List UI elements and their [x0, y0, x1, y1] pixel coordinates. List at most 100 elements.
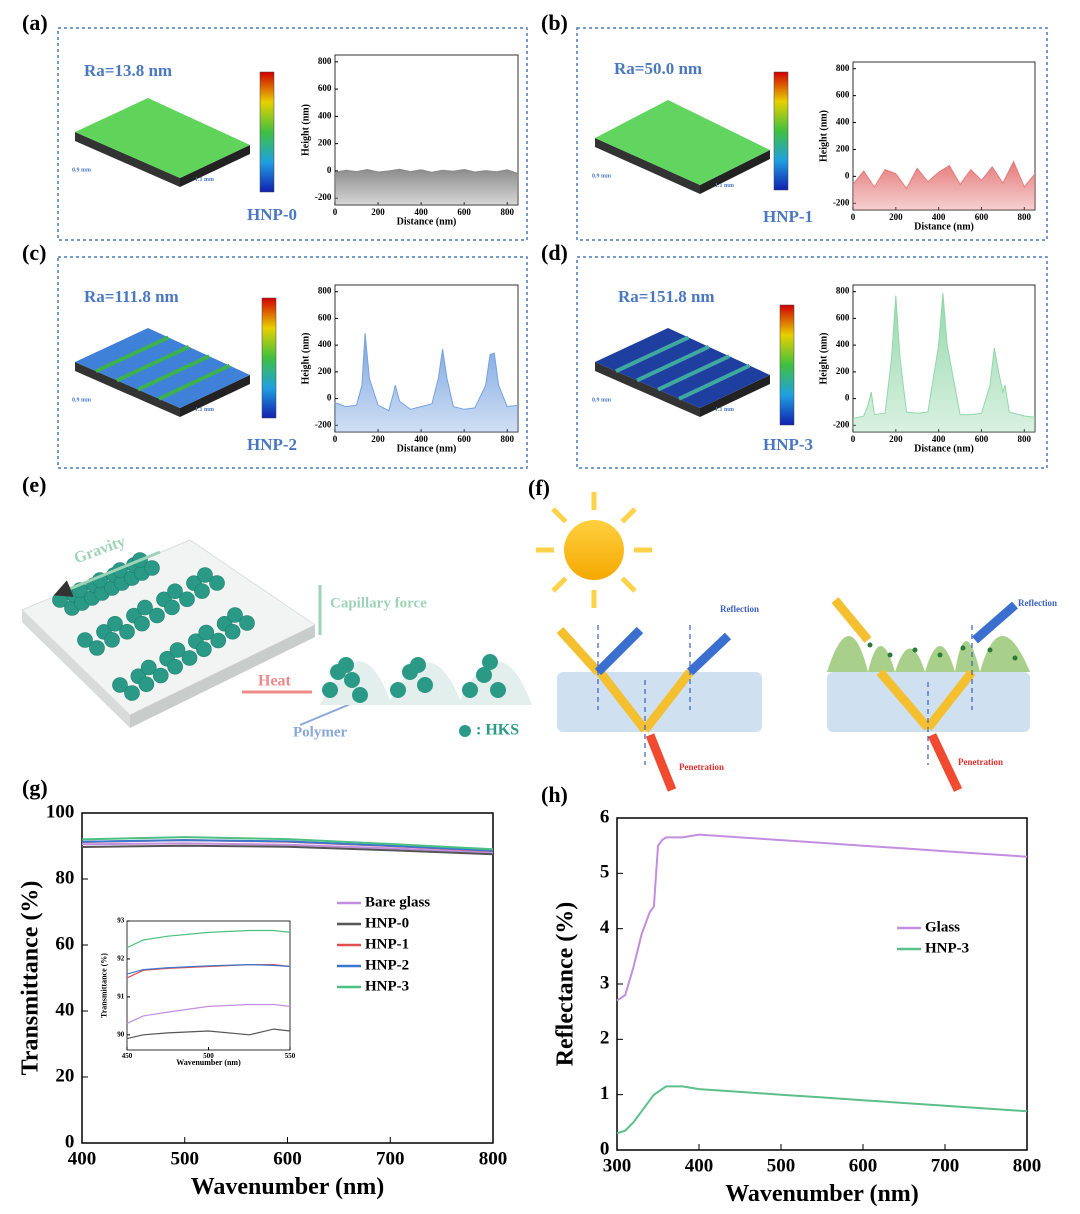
- y-tick-label: 6: [600, 806, 610, 827]
- x-tick-label: 600: [849, 1155, 878, 1176]
- material-label: Polymer: [293, 724, 347, 740]
- y-tick-label: 100: [46, 801, 75, 822]
- y-tick-label: 0: [845, 170, 850, 180]
- x-tick-label: 450: [122, 1052, 133, 1060]
- x-axis-title: Distance (nm): [914, 221, 974, 232]
- hks-sphere: [124, 685, 140, 701]
- x-tick-label: 500: [171, 1148, 200, 1169]
- x-tick-label: 300: [603, 1155, 632, 1176]
- x-tick-label: 400: [932, 212, 946, 222]
- sun-ray: [620, 576, 637, 593]
- x-tick-label: 0: [333, 434, 338, 444]
- x-axis-title: Wavenumber (nm): [176, 1058, 241, 1067]
- optics-label: Penetration: [679, 762, 724, 772]
- x-tick-label: 0: [851, 434, 856, 444]
- y-tick-label: 400: [836, 339, 850, 349]
- x-tick-label: 200: [889, 434, 903, 444]
- x-tick-label: 800: [479, 1148, 508, 1169]
- hks-sphere: [134, 615, 150, 632]
- y-tick-label: 2: [600, 1028, 610, 1049]
- y-tick-label: 200: [836, 366, 850, 376]
- hks-sphere: [164, 599, 180, 616]
- panel-label: (d): [541, 240, 568, 265]
- optics-label: Penetration: [958, 757, 1003, 767]
- x-axis-title: Wavenumber (nm): [191, 1174, 385, 1200]
- x-tick-label: 800: [500, 207, 514, 217]
- x-tick-label: 500: [203, 1052, 214, 1060]
- x-tick-label: 0: [851, 212, 856, 222]
- x-axis-title: Distance (nm): [914, 443, 974, 454]
- y-tick-label: 600: [836, 90, 850, 100]
- y-tick-label: 20: [55, 1065, 74, 1086]
- area-fill: [335, 169, 518, 205]
- hks-sphere: [239, 615, 255, 631]
- y-tick-label: -200: [833, 419, 850, 429]
- y-tick-label: 600: [836, 312, 850, 322]
- hks-sphere: [198, 624, 215, 641]
- roughness-label: Ra=111.8 nm: [84, 287, 179, 306]
- legend-label: HNP-2: [365, 957, 409, 973]
- hks-sphere: [167, 583, 183, 600]
- sun-ray: [551, 576, 568, 593]
- profile-line: [852, 292, 1036, 420]
- y-tick-label: 400: [318, 110, 332, 120]
- width-label: 1.1 mm: [195, 177, 214, 183]
- particle: [960, 645, 966, 651]
- x-tick-label: 600: [457, 434, 471, 444]
- x-tick-label: 800: [1018, 212, 1032, 222]
- y-axis-title: Height (nm): [300, 333, 311, 385]
- surface-top: [75, 98, 250, 178]
- x-axis-title: Distance (nm): [397, 216, 457, 227]
- y-tick-label: -200: [315, 192, 332, 202]
- depth-label: 0.9 mm: [592, 173, 611, 179]
- surface-side: [700, 150, 770, 194]
- plot-frame: [126, 920, 291, 1051]
- optics-label: Reflection: [1018, 598, 1057, 608]
- hks-sphere: [194, 583, 210, 599]
- legend-label: HNP-3: [365, 978, 409, 994]
- y-tick-label: 4: [600, 917, 610, 938]
- depth-label: 0.9 mm: [72, 397, 91, 403]
- x-tick-label: 200: [371, 434, 385, 444]
- panel-label: (f): [528, 475, 550, 500]
- series-line: [126, 1028, 291, 1040]
- x-tick-label: 800: [500, 434, 514, 444]
- roughness-label: Ra=50.0 nm: [614, 59, 702, 78]
- hks-sphere: [322, 682, 338, 698]
- legend-label: Glass: [925, 919, 960, 935]
- y-tick-label: 40: [55, 999, 74, 1020]
- hks-sphere: [410, 657, 426, 673]
- y-tick-label: 200: [836, 144, 850, 154]
- x-tick-label: 800: [1018, 434, 1032, 444]
- y-tick-label: 800: [318, 56, 332, 66]
- y-tick-label: 200: [318, 138, 332, 148]
- hks-sphere: [390, 682, 406, 698]
- series-line: [81, 842, 494, 854]
- optics-label: Reflection: [720, 604, 759, 614]
- plot-frame: [616, 817, 1028, 1151]
- surface-ridge: [657, 354, 731, 392]
- panel-frames: [57, 27, 1048, 469]
- particle: [1012, 655, 1018, 661]
- y-tick-label: 600: [318, 83, 332, 93]
- hks-sphere: [140, 659, 157, 676]
- x-tick-label: 400: [68, 1148, 97, 1169]
- surface-side: [595, 138, 700, 194]
- force-label: Capillary force: [330, 595, 427, 611]
- y-tick-label: 0: [600, 1138, 610, 1159]
- color-bar: [259, 71, 275, 193]
- y-tick-label: 0: [327, 393, 332, 403]
- panel-label: (g): [22, 775, 48, 800]
- surface-side: [595, 362, 700, 417]
- x-tick-label: 700: [931, 1155, 960, 1176]
- y-tick-label: 800: [836, 63, 850, 73]
- roughness-label: Ra=151.8 nm: [618, 287, 715, 306]
- particle: [912, 647, 918, 653]
- hks-sphere: [77, 632, 93, 648]
- series-line: [616, 833, 1028, 1002]
- y-axis-title: Height (nm): [818, 110, 829, 162]
- x-tick-label: 800: [1013, 1155, 1042, 1176]
- y-tick-label: 0: [65, 1131, 75, 1152]
- legend-label: HNP-3: [925, 940, 969, 956]
